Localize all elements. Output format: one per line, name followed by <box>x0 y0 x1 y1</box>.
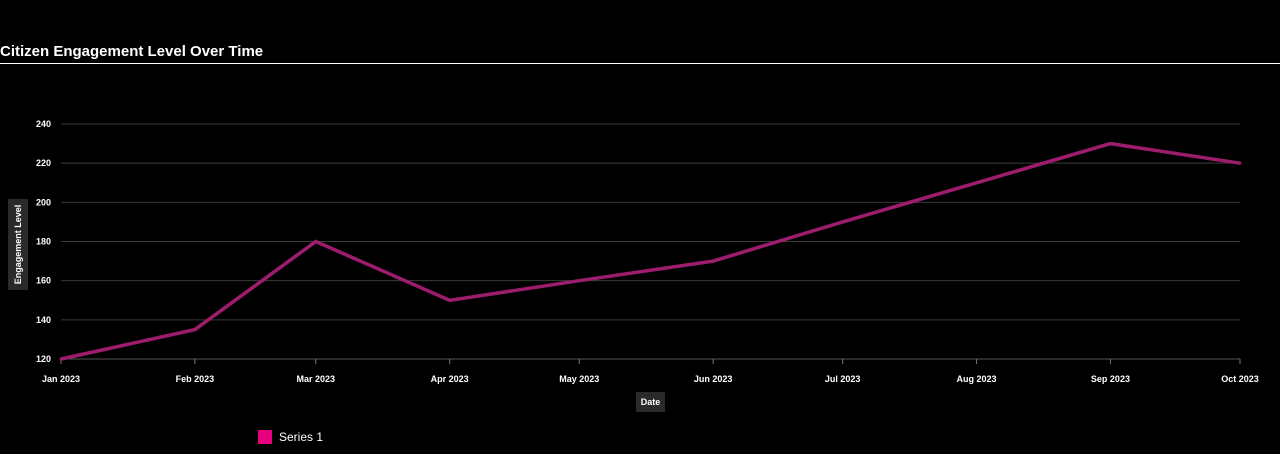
line-chart: Jan 2023 Feb 2023 Mar 2023 Apr 2023 May 2023… <box>8 119 1259 412</box>
data-point <box>1108 142 1112 146</box>
chart-title: Citizen Engagement Level Over Time <box>0 43 264 60</box>
y-tick-label: 240 <box>36 119 51 129</box>
series-layer <box>59 141 1242 361</box>
data-point <box>193 328 197 332</box>
data-point <box>448 298 452 302</box>
data-point <box>975 181 979 185</box>
y-tick-label: 220 <box>36 158 51 168</box>
y-tick-label: 180 <box>36 237 51 247</box>
data-point <box>841 220 845 224</box>
x-tick-label: Aug 2023 <box>957 374 997 384</box>
legend: Series 1 <box>258 430 323 444</box>
legend-label: Series 1 <box>279 430 324 444</box>
x-tick-label: Jan 2023 <box>42 374 80 384</box>
x-axis-title-bg <box>636 392 665 412</box>
title-divider <box>0 63 1280 64</box>
series-line <box>60 141 1241 361</box>
x-tick-label: Sep 2023 <box>1091 374 1130 384</box>
y-tick-label: 200 <box>36 197 51 207</box>
grid-lines <box>61 123 1240 360</box>
x-tick-label: Jul 2023 <box>825 374 861 384</box>
x-tick-label: Apr 2023 <box>431 374 469 384</box>
data-point <box>1238 161 1242 165</box>
data-point <box>577 279 581 283</box>
y-axis-title-bg <box>8 199 28 290</box>
y-axis-title-text: Engagement Level <box>13 205 23 285</box>
y-tick-label: 140 <box>36 315 51 325</box>
y-axis-title: Engagement Level <box>8 199 28 290</box>
x-tick-label: May 2023 <box>559 374 599 384</box>
x-tick-label: Feb 2023 <box>176 374 215 384</box>
data-point <box>59 357 63 361</box>
x-axis-title: Date <box>636 392 665 412</box>
data-point <box>711 259 715 263</box>
x-tick-label: Jun 2023 <box>694 374 733 384</box>
legend-swatch <box>258 430 272 444</box>
x-axis: Jan 2023 Feb 2023 Mar 2023 Apr 2023 May 2023… <box>42 359 1259 384</box>
x-tick-label: Mar 2023 <box>297 374 336 384</box>
y-axis: 120 140 160 180 200 220 240 <box>36 119 51 364</box>
x-axis-title-text: Date <box>641 397 661 407</box>
y-tick-label: 120 <box>36 354 51 364</box>
data-point <box>314 240 318 243</box>
y-tick-label: 160 <box>36 276 51 286</box>
x-tick-label: Oct 2023 <box>1221 374 1259 384</box>
